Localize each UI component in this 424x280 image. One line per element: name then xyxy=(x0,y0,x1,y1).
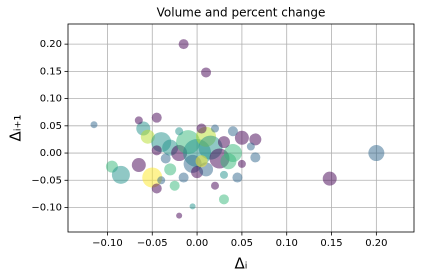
y-tick-label: 0.00 xyxy=(40,148,62,159)
scatter-point xyxy=(160,153,171,164)
scatter-point xyxy=(227,126,238,137)
x-axis-label: Δᵢ xyxy=(235,255,248,273)
scatter-point xyxy=(151,112,162,123)
scatter-point xyxy=(134,116,143,125)
scatter-point xyxy=(90,121,98,129)
scatter-point xyxy=(140,129,155,144)
scatter-point xyxy=(176,212,183,219)
axes-frame xyxy=(67,23,415,233)
scatter-point xyxy=(201,67,212,78)
y-axis-label: Δᵢ₊₁ xyxy=(7,115,25,142)
scatter-point xyxy=(223,144,242,163)
x-tick-label: 0.10 xyxy=(276,238,298,249)
x-tick-label: −0.05 xyxy=(137,238,168,249)
scatter-point xyxy=(322,171,337,186)
scatter-point xyxy=(249,133,262,146)
scatter-point xyxy=(175,127,184,136)
scatter-point xyxy=(219,170,228,179)
chart-title: Volume and percent change xyxy=(157,6,326,20)
scatter-point xyxy=(178,172,189,183)
scatter-point xyxy=(211,181,220,190)
scatter-point xyxy=(246,142,255,151)
x-tick-label: 0.05 xyxy=(231,238,253,249)
scatter-point xyxy=(195,155,208,168)
scatter-point xyxy=(164,163,177,176)
scatter-point xyxy=(131,158,146,173)
scatter-point xyxy=(151,145,162,156)
scatter-point xyxy=(169,180,180,191)
scatter-point xyxy=(237,159,246,168)
scatter-point xyxy=(211,124,220,133)
x-tick-label: 0.15 xyxy=(320,238,342,249)
y-tick-label: 0.15 xyxy=(40,66,62,77)
scatter-point xyxy=(178,39,189,50)
x-tick-label: 0.00 xyxy=(186,238,208,249)
y-tick-label: −0.05 xyxy=(31,175,62,186)
scatter-point xyxy=(151,183,162,194)
x-tick-label: −0.10 xyxy=(92,238,123,249)
scatter-point xyxy=(157,176,166,185)
scatter-point xyxy=(196,123,207,134)
scatter-point xyxy=(217,136,230,149)
scatter-point xyxy=(189,203,196,210)
scatter-point xyxy=(368,145,385,162)
scatter-point xyxy=(234,130,249,145)
y-tick-label: 0.10 xyxy=(40,94,62,105)
y-tick-label: 0.05 xyxy=(40,121,62,132)
scatter-point xyxy=(250,152,261,163)
scatter-point xyxy=(142,167,163,188)
scatter-point xyxy=(232,172,243,183)
scatter-point xyxy=(111,165,130,184)
y-tick-label: −0.10 xyxy=(31,202,62,213)
x-tick-label: 0.20 xyxy=(365,238,387,249)
y-tick-label: 0.20 xyxy=(40,39,62,50)
scatter-point xyxy=(218,194,229,205)
